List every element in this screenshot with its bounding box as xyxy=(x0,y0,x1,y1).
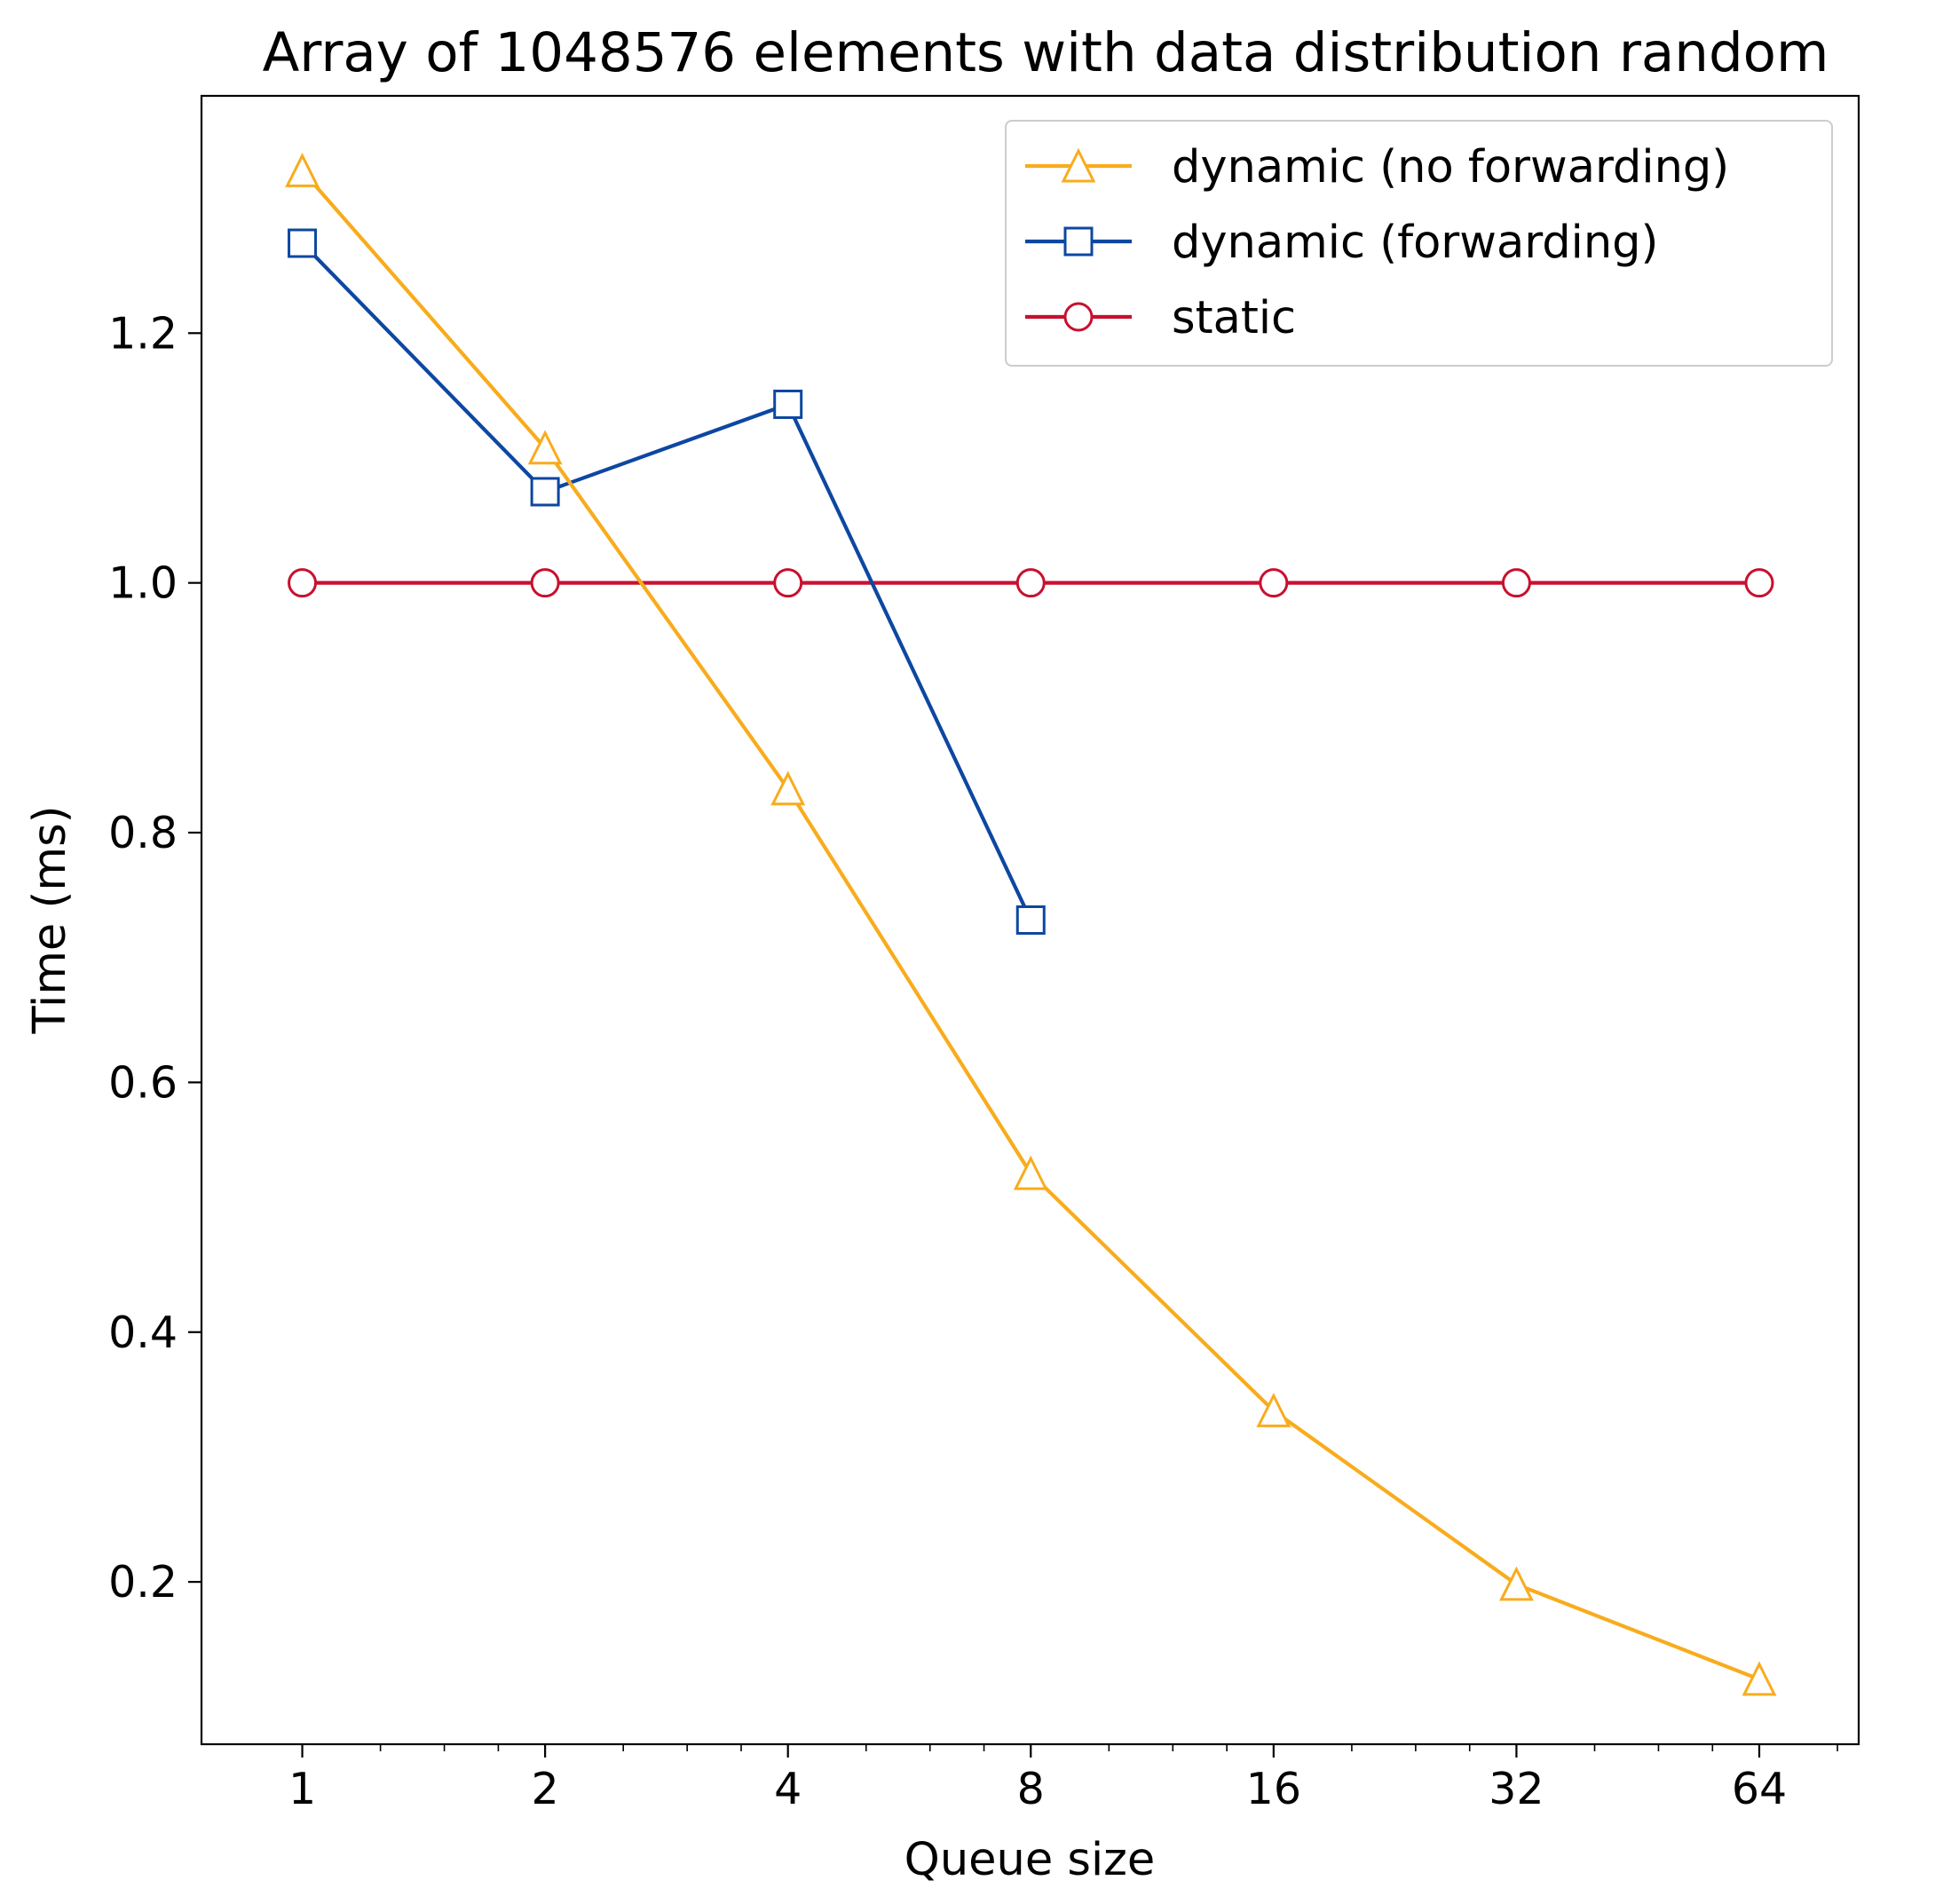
x-axis-label: Queue size xyxy=(904,1834,1156,1886)
y-tick-label: 0.6 xyxy=(108,1057,178,1108)
series-square xyxy=(288,228,1046,935)
y-tick-label: 0.8 xyxy=(108,808,178,858)
y-axis-label: Time (ms) xyxy=(24,805,76,1034)
legend-label: static xyxy=(1172,292,1296,344)
series-line xyxy=(301,241,1033,921)
data-point xyxy=(1015,568,1046,598)
x-tick-label: 16 xyxy=(1246,1764,1301,1814)
legend-entry: static xyxy=(1025,292,1296,344)
data-point xyxy=(1498,1566,1534,1601)
data-point xyxy=(1742,1661,1777,1696)
series-layer xyxy=(285,153,1777,1696)
chart-title: Array of 1048576 elements with data dist… xyxy=(263,21,1829,84)
y-tick-label: 0.2 xyxy=(108,1557,178,1608)
data-point xyxy=(530,568,560,598)
legend-box xyxy=(1005,120,1833,367)
legend-marker xyxy=(1063,302,1094,332)
data-point xyxy=(285,153,320,187)
data-point xyxy=(288,568,318,598)
data-point xyxy=(773,389,803,419)
data-point xyxy=(527,430,563,465)
y-tick-label: 0.4 xyxy=(108,1308,178,1358)
y-tick-label: 1.0 xyxy=(108,558,178,609)
x-tick-label: 4 xyxy=(774,1764,802,1814)
x-axis: 1 2 4 8 16 32 64 xyxy=(288,1744,1838,1814)
data-point xyxy=(1744,568,1774,598)
legend-label: dynamic (forwarding) xyxy=(1172,217,1658,269)
legend-entry: dynamic (forwarding) xyxy=(1025,217,1658,269)
data-point xyxy=(1259,568,1289,598)
data-point xyxy=(530,477,560,507)
legend-label: dynamic (no forwarding) xyxy=(1172,141,1729,194)
y-axis: 0.2 0.4 0.6 0.8 1.0 1.2 xyxy=(108,308,201,1608)
y-tick-label: 1.2 xyxy=(108,308,178,359)
data-point xyxy=(770,770,806,806)
data-point xyxy=(773,568,803,598)
series-circle xyxy=(288,568,1774,598)
x-tick-label: 64 xyxy=(1732,1764,1787,1814)
x-tick-label: 8 xyxy=(1017,1764,1045,1814)
data-point xyxy=(1501,568,1531,598)
x-tick-label: 1 xyxy=(288,1764,316,1814)
legend-entry: dynamic (no forwarding) xyxy=(1025,141,1729,194)
legend-entries: dynamic (no forwarding) dynamic (forwardi… xyxy=(1025,141,1729,344)
legend-marker xyxy=(1063,226,1094,257)
x-tick-label: 32 xyxy=(1489,1764,1544,1814)
data-point xyxy=(1015,905,1046,935)
data-point xyxy=(1256,1393,1291,1427)
series-triangle xyxy=(285,153,1777,1696)
legend-marker xyxy=(1061,147,1096,183)
data-point xyxy=(288,228,318,258)
x-tick-label: 2 xyxy=(532,1764,559,1814)
data-point xyxy=(1013,1155,1048,1190)
legend: dynamic (no forwarding) dynamic (forwardi… xyxy=(1005,120,1833,367)
